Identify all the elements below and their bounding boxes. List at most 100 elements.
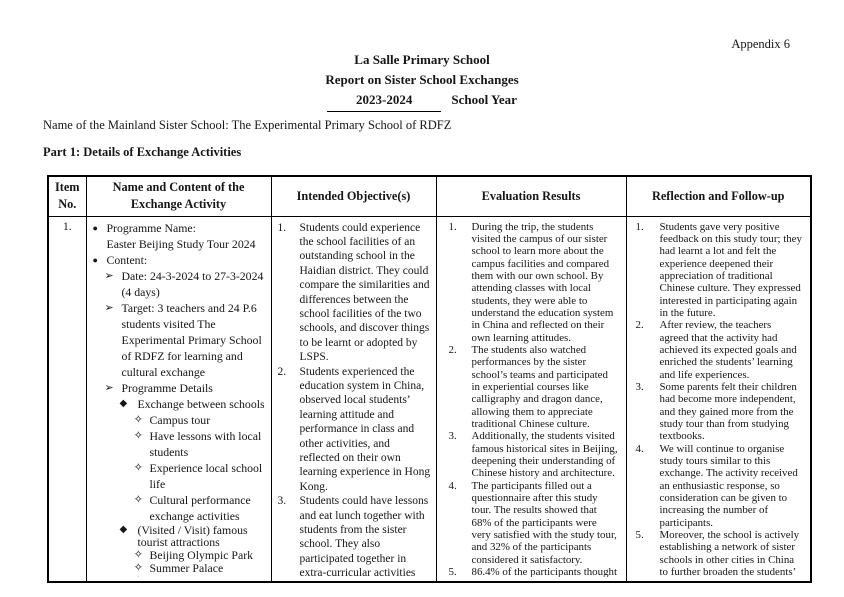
numbered-item: 2. The students also watched performance…: [437, 344, 626, 430]
cell-item-no: 1.: [47, 215, 87, 582]
bullet-item: ✧ Experience local school life: [87, 460, 268, 492]
school-name-title: La Salle Primary School: [354, 52, 490, 67]
item-text: 86.4% of the participants thought: [471, 566, 617, 577]
col-header-evaluation-results: Evaluation Results: [435, 175, 627, 217]
numbered-item: 3. Additionally, the students visited fa…: [437, 430, 626, 479]
bullet-glyph: ●: [92, 222, 98, 233]
bullet-glyph: ◆: [119, 523, 128, 535]
numbered-item: 4. The participants filled out a questio…: [437, 480, 626, 566]
bullet-glyph: ●: [92, 254, 98, 265]
bullet-item-text: Cultural performance exchange activities: [149, 492, 251, 523]
numbered-item: 5. Moreover, the school is actively esta…: [627, 529, 811, 576]
school-year-label: School Year: [451, 92, 517, 107]
bullet-item: ➢ Programme Details: [87, 380, 268, 396]
item-text: Additionally, the students visited famou…: [471, 430, 618, 480]
bullet-glyph: ✧: [133, 461, 144, 474]
bullet-glyph: ◆: [119, 397, 128, 409]
col-header-reflection-follow-up: Reflection and Follow-up: [625, 175, 812, 217]
bullet-item-text: Programme Name: Easter Beijing Study Tou…: [106, 220, 256, 251]
bullet-glyph: ➢: [104, 269, 114, 282]
cell-intended-objectives: 1. Students could experience the school …: [270, 215, 437, 582]
item-number: 2.: [448, 343, 457, 356]
bullet-glyph: ✧: [133, 549, 144, 562]
col-header-item-no: Item No.: [47, 175, 87, 217]
item-number: 4.: [448, 479, 457, 492]
bullet-item: ✧ Cultural performance exchange activiti…: [87, 492, 268, 524]
item-number: 5.: [635, 529, 644, 542]
item-number: 3.: [635, 380, 644, 393]
cell-evaluation-results: 1. During the trip, the students visited…: [435, 215, 627, 582]
table-header-row: Item No. Name and Content of the Exchang…: [47, 175, 812, 217]
exchange-activities-table: Item No. Name and Content of the Exchang…: [47, 175, 812, 583]
bullet-item-text: Target: 3 teachers and 24 P.6 students v…: [121, 300, 262, 379]
bullet-item: ✧ Beijing Olympic Park: [87, 549, 268, 562]
col-header-name-content: Name and Content of the Exchange Activit…: [85, 175, 272, 217]
numbered-item: 1. Students could experience the school …: [272, 221, 436, 365]
appendix-label: Appendix 6: [731, 37, 790, 51]
bullet-item-text: Exchange between schools: [137, 396, 265, 411]
item-text: Some parents felt their children had bec…: [659, 380, 797, 443]
item-number: 1.: [635, 220, 644, 233]
table-row: 1. ● Programme Name: Easter Beijing Stud…: [47, 215, 812, 582]
sister-school-line: Name of the Mainland Sister School: The …: [43, 118, 452, 132]
bullet-item-text: Programme Details: [121, 380, 213, 395]
bullet-item-text: Have lessons with local students: [149, 428, 262, 459]
item-number: 2.: [635, 319, 644, 332]
bullet-item-text: Content:: [106, 252, 148, 267]
bullet-glyph: ✧: [133, 429, 144, 442]
bullet-item-text: Beijing Olympic Park: [149, 548, 254, 563]
item-number: 3.: [277, 495, 287, 508]
bullet-item-text: Experience local school life: [149, 460, 263, 491]
item-text: During the trip, the students visited th…: [471, 220, 614, 344]
bullet-glyph: ➢: [104, 381, 114, 394]
item-text: Students could experience the school fac…: [299, 221, 430, 364]
bullet-item: ✧ The Imperial Palace: [87, 575, 268, 577]
part1-heading: Part 1: Details of Exchange Activities: [43, 145, 242, 159]
bullet-item: ◆ Exchange between schools: [87, 396, 268, 412]
school-year-line: 2023-2024 School Year: [0, 90, 844, 112]
bullet-item-text: Campus tour: [149, 412, 211, 427]
item-number: 3.: [448, 430, 457, 443]
item-text: Students could have lessons and eat lunc…: [299, 495, 429, 577]
bullet-item-text: Summer Palace: [149, 561, 224, 576]
item-text: The students also watched performances b…: [471, 343, 608, 430]
numbered-item: 1. During the trip, the students visited…: [437, 221, 626, 344]
bullet-glyph: ✧: [133, 562, 144, 575]
col-header-intended-objectives: Intended Objective(s): [270, 175, 437, 217]
bullet-item: ✧ Have lessons with local students: [87, 428, 268, 460]
bullet-glyph: ➢: [104, 301, 114, 314]
bullet-glyph: ✧: [134, 575, 144, 576]
bullet-item-text: (Visited / Visit) famous tourist attract…: [137, 522, 248, 550]
numbered-item: 3. Some parents felt their children had …: [627, 381, 811, 443]
bullet-item-text: The Imperial Palace: [87, 575, 268, 577]
item-number: 4.: [635, 442, 644, 455]
numbered-item: 2. Students experienced the education sy…: [272, 365, 436, 495]
item-number: 1.: [448, 220, 457, 233]
bullet-item: ✧ Summer Palace: [87, 562, 268, 575]
item-number: 1.: [62, 220, 72, 233]
numbered-item: 3. Students could have lessons and eat l…: [272, 494, 436, 576]
numbered-item: 4. We will continue to organise study to…: [627, 443, 811, 529]
school-year-value: 2023-2024: [327, 90, 442, 112]
numbered-item: 5. 86.4% of the participants thought: [437, 566, 626, 576]
bullet-item: ➢ Date: 24-3-2024 to 27-3-2024 (4 days): [87, 268, 268, 300]
item-number: 2.: [277, 365, 287, 378]
bullet-item: ✧ Campus tour: [87, 412, 268, 428]
numbered-item: 2. After review, the teachers agreed tha…: [627, 319, 811, 381]
cell-reflection-follow-up: 1. Students gave very positive feedback …: [625, 215, 812, 582]
item-number: 1.: [277, 221, 287, 234]
bullet-item: ◆ (Visited / Visit) famous tourist attra…: [87, 522, 268, 550]
item-number: 5.: [448, 566, 457, 577]
bullet-item: ➢ Target: 3 teachers and 24 P.6 students…: [87, 300, 268, 380]
bullet-item-text: Date: 24-3-2024 to 27-3-2024 (4 days): [121, 268, 264, 299]
item-text: The participants filled out a questionna…: [471, 479, 617, 566]
numbered-item: 1. Students gave very positive feedback …: [627, 221, 811, 320]
title-block: La Salle Primary School Report on Sister…: [0, 50, 844, 112]
bullet-glyph: ✧: [133, 413, 144, 426]
bullet-glyph: ✧: [133, 493, 144, 506]
item-text: Students experienced the education syste…: [299, 365, 431, 493]
item-text: Moreover, the school is actively establi…: [659, 529, 800, 577]
item-text: Students gave very positive feedback on …: [659, 220, 802, 319]
item-text: After review, the teachers agreed that t…: [659, 319, 797, 381]
